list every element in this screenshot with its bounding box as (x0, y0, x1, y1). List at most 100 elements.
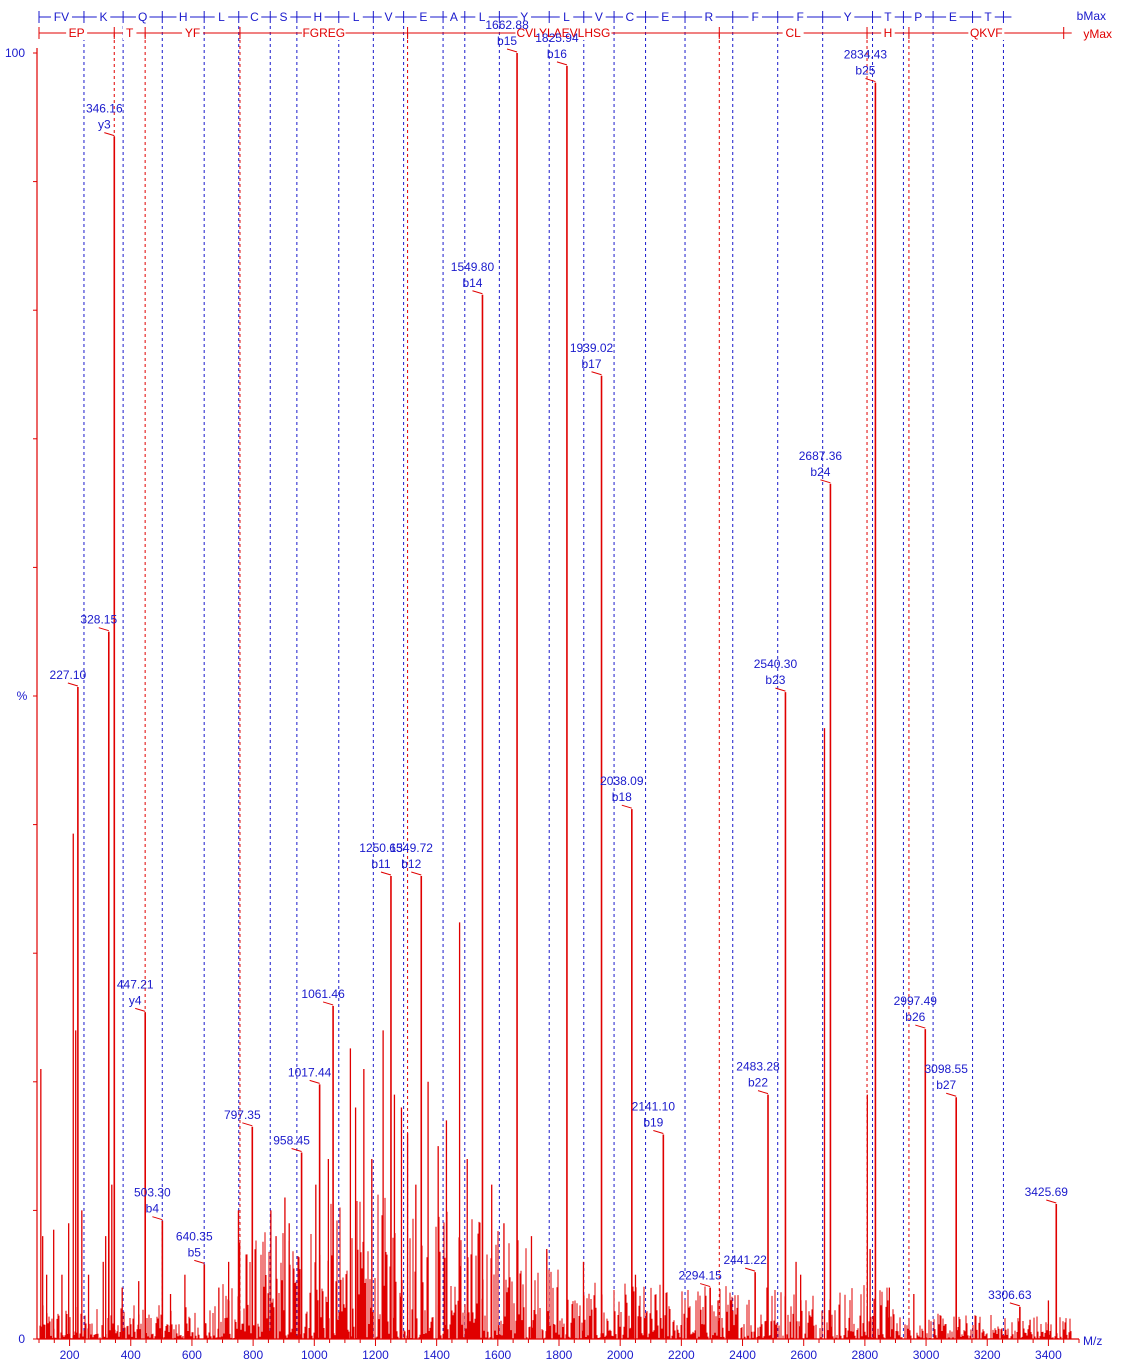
ladder-guide-lines (83, 26, 1004, 1339)
b-residue-bg (276, 9, 291, 24)
x-tick-label: 1000 (301, 1348, 328, 1362)
peak-label-mz: 797.35 (224, 1108, 261, 1122)
b-residue-label: C (625, 10, 634, 24)
peak-label-mz: 447.21 (117, 977, 154, 991)
peak-label-leader (152, 1216, 163, 1221)
b-residue-bg (793, 9, 807, 24)
b-residue-label: E (419, 10, 427, 24)
y-tick-label: 100 (5, 46, 25, 60)
y-residue-bg (881, 25, 895, 40)
b-residue-bg (748, 9, 762, 24)
b-residue-bg (416, 9, 431, 24)
peak-label-mz: 1250.65 (359, 841, 403, 855)
peak-label-ion: b23 (765, 673, 785, 687)
peak-label-mz: 2141.10 (632, 1100, 676, 1114)
x-tick-label: 3400 (1035, 1348, 1062, 1362)
y-residue-bg (782, 25, 804, 40)
peak-label-leader (1046, 1199, 1057, 1204)
peak-label-leader (820, 479, 831, 484)
b-residue-label: V (595, 10, 603, 24)
b-residue-bg (981, 9, 995, 24)
b-residue-label: V (384, 10, 392, 24)
b-residue-bg (658, 9, 673, 24)
peak-label-leader (757, 1090, 769, 1095)
b-residue-label: L (218, 10, 225, 24)
peak-label-leader (98, 627, 109, 632)
peak-label-mz: 503.30 (134, 1186, 171, 1200)
b-residue-label: T (984, 10, 992, 24)
peak-labels: 227.10 328.15 346.16 y3 447.21 y4 503.30 b4 640.… (50, 18, 1069, 1307)
b-residue-label: Y (844, 10, 852, 24)
y-tick-label: 0 (18, 1332, 25, 1346)
peak-label-mz: 640.35 (176, 1229, 213, 1243)
axes: 0 100 200 400 600 800 1000 1200 1400 1600 1800 2000… (5, 46, 1080, 1362)
y-residue-label: H (884, 26, 893, 40)
b-residue-bg (623, 9, 637, 24)
peak-label-mz: 1017.44 (288, 1065, 332, 1079)
peak-label-mz: 1549.80 (451, 260, 495, 274)
peak-bars (40, 53, 1058, 1339)
b-residue-label: F (752, 10, 759, 24)
legend-b-label: bMax (1077, 9, 1106, 23)
b-residue-label: L (479, 10, 486, 24)
peak-label-mz: 3306.63 (988, 1288, 1032, 1302)
peak-label-ion: b4 (146, 1202, 160, 1216)
peak-label-leader (915, 1024, 926, 1029)
peak-label-leader (242, 1122, 253, 1127)
b-residue-label: H (179, 10, 188, 24)
peak-label-leader (744, 1267, 756, 1272)
b-residue-label: Y (520, 10, 528, 24)
peak-label-leader (104, 132, 115, 137)
y-residue-bg (182, 25, 204, 40)
y-residue-bg (122, 25, 137, 40)
x-tick-label: 3200 (974, 1348, 1001, 1362)
peak-label-ion: b17 (582, 357, 602, 371)
peak-label-leader (865, 78, 876, 83)
b-residue-label: K (100, 10, 108, 24)
b-residue-label: S (280, 10, 288, 24)
x-tick-label: 1400 (423, 1348, 450, 1362)
x-tick-label: 800 (243, 1348, 263, 1362)
peak-label-mz: 1662.88 (485, 18, 529, 32)
y-residue-label: T (126, 26, 134, 40)
x-tick-label: 400 (121, 1348, 141, 1362)
b-residue-bg (702, 9, 716, 24)
x-tick-label: 2800 (852, 1348, 879, 1362)
b-residue-label: P (914, 10, 922, 24)
peak-label-leader (775, 687, 786, 692)
peak-label-ion: y3 (98, 118, 111, 132)
peak-label-leader (322, 1001, 334, 1006)
peak-label-mz: 2441.22 (723, 1253, 767, 1267)
x-tick-label: 1200 (362, 1348, 389, 1362)
b-residue-label: H (313, 10, 322, 24)
noise-trace (39, 1194, 1072, 1339)
peak-label-mz: 2540.30 (754, 657, 798, 671)
peak-label-ion: b18 (612, 790, 632, 804)
y-axis-label: % (17, 689, 28, 703)
peak-label-mz: 958.45 (273, 1134, 310, 1148)
peak-label-ion: b5 (188, 1245, 202, 1259)
x-tick-label: 2200 (668, 1348, 695, 1362)
peak-label-leader (591, 371, 602, 376)
b-residue-bg (247, 9, 262, 24)
x-axis-label: M/z (1083, 1334, 1102, 1348)
peak-label-ion: b22 (748, 1076, 768, 1090)
b-residue-bg (176, 9, 190, 24)
peak-label-mz: 346.16 (86, 102, 123, 116)
b-residue-label: Q (138, 10, 147, 24)
peak-label-leader (621, 804, 632, 809)
b-residue-label: T (884, 10, 892, 24)
b-residue-label: F (797, 10, 804, 24)
peak-label-mz: 1349.72 (390, 841, 434, 855)
peak-label-ion: b24 (810, 465, 830, 479)
x-tick-label: 3000 (913, 1348, 940, 1362)
peak-label-mz: 3425.69 (1025, 1185, 1069, 1199)
y-residue-label: CL (785, 26, 801, 40)
peak-label-leader (506, 48, 518, 53)
y-residue-bg (302, 25, 346, 40)
y-residue-label: FGREG (302, 26, 345, 40)
peak-label-leader (411, 871, 422, 876)
peak-label-mz: 3098.55 (925, 1062, 969, 1076)
peak-label-leader (700, 1283, 711, 1288)
